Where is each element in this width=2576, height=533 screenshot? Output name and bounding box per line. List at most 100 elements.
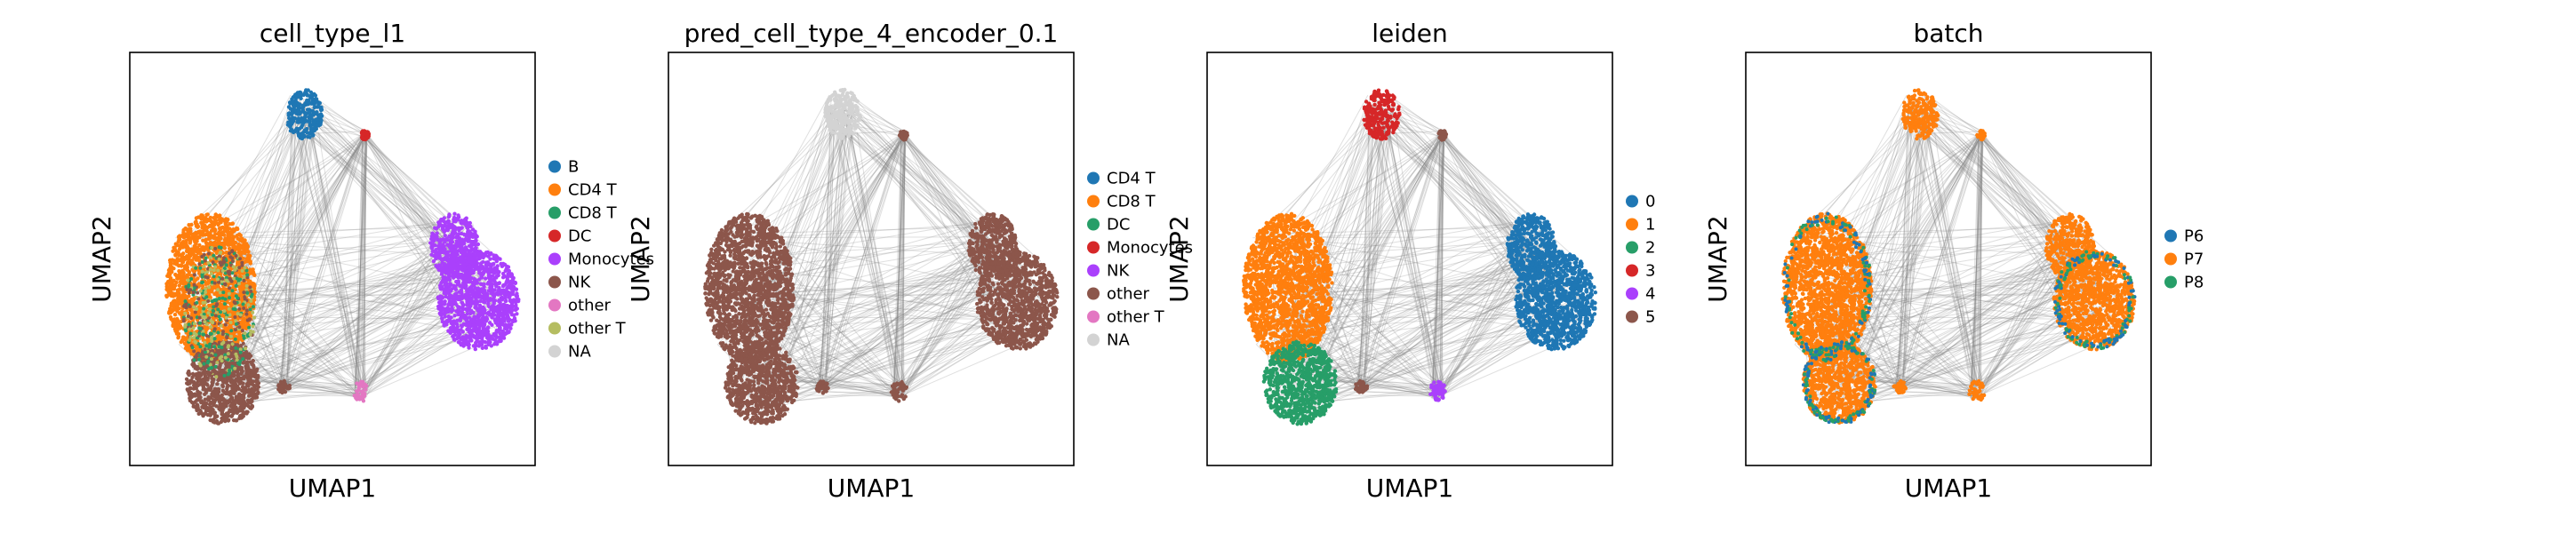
scatter-point: [235, 276, 239, 281]
scatter-point: [191, 249, 196, 254]
scatter-point: [481, 323, 485, 328]
scatter-point: [468, 224, 473, 229]
scatter-point: [245, 273, 250, 277]
scatter-point: [213, 246, 218, 251]
scatter-point: [313, 93, 318, 98]
scatter-point: [209, 325, 212, 330]
scatter-point: [242, 250, 246, 254]
scatter-point: [218, 287, 223, 291]
scatter-point: [204, 344, 209, 348]
scatter-point: [205, 242, 210, 246]
scatter-point: [173, 242, 178, 246]
scatter-point: [467, 330, 471, 334]
scatter-point: [460, 283, 466, 289]
scatter-point: [505, 304, 510, 308]
scatter-point: [498, 336, 502, 340]
scatter-point: [500, 316, 505, 322]
scatter-point: [291, 130, 296, 135]
scatter-point: [195, 364, 199, 370]
scatter-point: [175, 288, 180, 292]
scatter-point: [232, 276, 236, 281]
scatter-point: [434, 253, 438, 259]
scatter-point: [217, 314, 221, 319]
scatter-point: [212, 291, 217, 297]
scatter-point: [171, 300, 176, 305]
scatter-point: [194, 266, 198, 270]
scatter-point: [446, 329, 451, 333]
scatter-point: [188, 335, 193, 339]
scatter-point: [213, 364, 218, 369]
scatter-point: [217, 254, 221, 259]
scatter-point: [240, 263, 244, 267]
scatter-point: [221, 290, 226, 295]
scatter-point: [460, 330, 465, 334]
scatter-point: [221, 406, 226, 410]
scatter-point: [300, 123, 305, 128]
scatter-point: [296, 108, 301, 113]
scatter-point: [222, 302, 227, 306]
scatter-point: [220, 279, 224, 283]
scatter-point: [228, 243, 234, 247]
scatter-point: [474, 278, 479, 282]
scatter-point: [468, 256, 474, 260]
scatter-point: [208, 342, 212, 346]
scatter-point: [439, 258, 444, 262]
scatter-point: [456, 312, 460, 317]
scatter-point: [448, 282, 453, 287]
scatter-point: [315, 110, 319, 115]
scatter-point: [474, 238, 478, 243]
scatter-point: [469, 231, 474, 236]
scatter-point: [212, 345, 217, 349]
scatter-point: [221, 415, 226, 419]
scatter-point: [473, 334, 477, 339]
scatter-point: [204, 334, 209, 338]
scatter-point: [213, 243, 218, 248]
scatter-point: [441, 295, 445, 300]
scatter-point: [201, 329, 205, 333]
scatter-point: [191, 326, 196, 330]
scatter-point: [241, 285, 245, 290]
scatter-point: [463, 252, 468, 257]
scatter-point: [191, 297, 196, 301]
scatter-point: [511, 304, 516, 309]
scatter-point: [219, 217, 224, 221]
scatter-point: [501, 336, 507, 340]
scatter-point: [496, 314, 500, 318]
scatter-point: [460, 335, 465, 339]
scatter-point: [484, 333, 489, 338]
scatter-point: [191, 362, 196, 367]
scatter-point: [488, 257, 492, 261]
scatter-point: [452, 217, 456, 222]
scatter-point: [449, 249, 453, 253]
scatter-point: [468, 334, 474, 338]
scatter-point: [215, 273, 220, 277]
scatter-point: [452, 314, 457, 318]
scatter-point: [214, 304, 219, 308]
scatter-point: [235, 343, 240, 347]
scatter-point: [200, 274, 204, 279]
scatter-point: [231, 390, 236, 394]
scatter-point: [514, 287, 519, 291]
scatter-point: [444, 265, 448, 269]
scatter-point: [459, 315, 463, 321]
scatter-point: [242, 278, 246, 282]
scatter-point: [203, 259, 207, 263]
scatter-point: [188, 398, 193, 403]
scatter-point: [245, 275, 250, 280]
scatter-point: [208, 307, 212, 312]
cluster-rightlow: [428, 211, 481, 280]
scatter-point: [188, 254, 193, 259]
scatter-point: [467, 346, 471, 350]
scatter-point: [315, 105, 319, 109]
scatter-point: [452, 284, 456, 289]
scatter-point: [185, 273, 189, 277]
scatter-point: [278, 379, 284, 385]
scatter-point: [515, 293, 519, 298]
scatter-point: [216, 336, 221, 341]
legend-marker: [548, 229, 561, 243]
scatter-point: [239, 344, 243, 347]
scatter-point: [245, 318, 250, 322]
scatter-point: [442, 311, 447, 315]
scatter-point: [166, 271, 171, 276]
scatter-point: [196, 406, 200, 410]
